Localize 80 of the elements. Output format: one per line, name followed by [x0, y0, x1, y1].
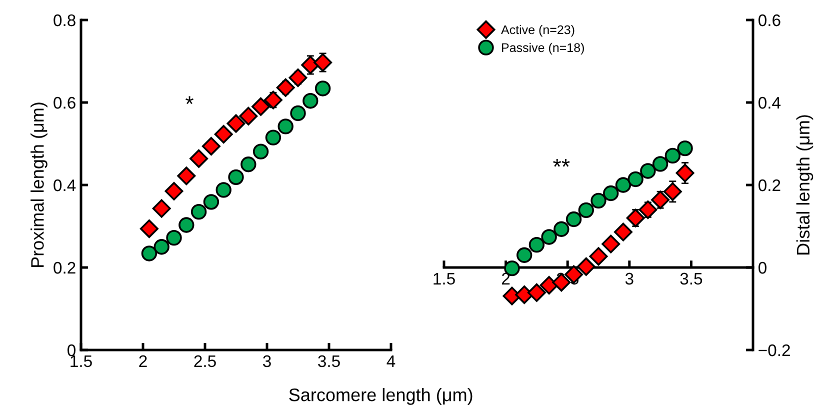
point — [554, 221, 570, 237]
point — [676, 164, 694, 182]
point — [239, 106, 258, 126]
point — [640, 163, 656, 179]
legend-label: Passive (n=18) — [502, 42, 584, 55]
x-tick-label: 3 — [625, 272, 634, 285]
x-tick-label: 1.5 — [434, 272, 455, 285]
point — [314, 53, 332, 72]
x-tick-label: 2.5 — [194, 355, 216, 368]
point — [302, 93, 318, 109]
annotation: ** — [553, 158, 570, 167]
x-tick-label: 3.5 — [318, 355, 340, 368]
point — [265, 130, 282, 146]
point — [226, 114, 246, 133]
point — [264, 90, 282, 110]
y2-tick-label: 0.6 — [758, 14, 780, 26]
y2-axis-title: Distal length (μm) — [796, 115, 814, 254]
point — [528, 236, 545, 253]
y2-tick-label: 0 — [758, 262, 766, 274]
point — [628, 171, 644, 188]
x-tick-label: 2 — [139, 355, 147, 367]
y-axis-title: Proximal length (μm) — [30, 102, 48, 267]
y-tick-label: 0 — [68, 344, 76, 356]
point — [216, 182, 232, 198]
point — [314, 80, 331, 96]
point — [638, 200, 658, 220]
point — [626, 208, 645, 228]
point — [202, 136, 220, 156]
x-tick-label: 3 — [263, 355, 271, 368]
point — [228, 169, 244, 186]
x-axis-title: Sarcomere length (μm) — [289, 388, 472, 405]
point — [140, 219, 158, 238]
point — [190, 204, 207, 220]
point — [615, 177, 632, 193]
point — [603, 185, 619, 202]
point — [614, 222, 632, 242]
point — [166, 230, 182, 246]
point — [527, 283, 546, 302]
point — [203, 194, 220, 210]
point — [516, 247, 532, 263]
point — [240, 156, 256, 172]
point — [651, 190, 670, 210]
point — [576, 257, 596, 276]
point — [664, 148, 681, 164]
point — [141, 246, 158, 262]
point — [663, 182, 682, 201]
point — [566, 211, 582, 228]
point — [602, 234, 620, 254]
point — [214, 125, 233, 144]
point — [541, 229, 557, 245]
point — [301, 56, 320, 74]
x-tick-label: 1.5 — [70, 355, 92, 368]
point — [590, 192, 606, 209]
x-tick-label: 3.5 — [680, 272, 702, 285]
point — [276, 78, 295, 97]
point — [164, 182, 184, 200]
point — [154, 239, 170, 255]
point — [578, 202, 594, 218]
y2-tick-label: −0.2 — [758, 344, 790, 356]
point — [252, 97, 270, 116]
y-tick-label: 0.6 — [54, 96, 76, 109]
point — [290, 105, 306, 122]
y-tick-label: 0.4 — [54, 179, 76, 192]
point — [177, 166, 196, 186]
point — [190, 149, 208, 168]
y2-tick-label: 0.2 — [758, 179, 780, 192]
point — [677, 140, 693, 156]
y-tick-label: 0.8 — [54, 14, 76, 26]
point — [278, 118, 294, 134]
point — [178, 217, 194, 233]
point — [252, 144, 269, 160]
point — [589, 247, 608, 266]
x-tick-label: 4 — [386, 355, 396, 367]
annotation: * — [186, 96, 194, 104]
y2-tick-label: 0.4 — [758, 96, 781, 109]
point — [152, 199, 171, 218]
point — [652, 156, 668, 172]
legend-label: Active (n=23) — [501, 25, 574, 37]
y-tick-label: 0.2 — [54, 262, 76, 274]
point — [288, 68, 308, 88]
